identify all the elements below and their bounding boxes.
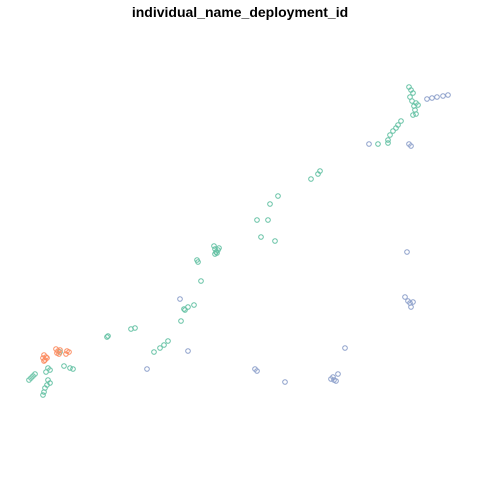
data-point [61,363,67,369]
data-point [415,102,421,108]
data-point [161,342,167,348]
data-point [44,355,50,361]
data-point [408,143,414,149]
data-point [128,326,134,332]
data-point [385,137,391,143]
series-1 [26,84,421,398]
data-point [195,259,201,265]
data-point [440,93,446,99]
data-point [328,376,334,382]
data-point [410,90,416,96]
data-point [413,111,419,117]
data-point [40,392,46,398]
data-point [67,365,73,371]
data-point [408,304,414,310]
data-point [275,193,281,199]
data-point [434,94,440,100]
data-point [410,299,416,305]
data-point [63,351,69,357]
data-point [191,302,197,308]
data-point [398,118,404,124]
data-point [387,132,393,138]
data-point [282,379,288,385]
data-point [272,238,278,244]
data-point [182,307,188,313]
data-point [151,349,157,355]
data-point [375,141,381,147]
data-point [104,334,110,340]
series-3 [144,92,451,385]
data-point [267,201,273,207]
data-point [366,141,372,147]
data-point [165,338,171,344]
data-point [445,92,451,98]
data-point [216,245,222,251]
series-2 [40,346,72,364]
data-point [41,389,47,395]
data-point [26,377,32,383]
data-point [390,128,396,134]
data-point [265,217,271,223]
data-point [181,306,187,312]
data-point [105,333,111,339]
data-point [404,249,410,255]
data-point [254,217,260,223]
data-point [402,294,408,300]
data-point [429,95,435,101]
data-point [211,243,217,249]
data-point [212,251,218,257]
data-point [43,369,49,375]
data-point [342,345,348,351]
data-point [385,140,391,146]
data-point [198,278,204,284]
data-point [157,345,163,351]
data-point [144,366,150,372]
data-point [185,348,191,354]
data-point [41,358,47,364]
data-point [424,96,430,102]
data-point [393,125,399,131]
data-point [254,368,260,374]
chart-title: individual_name_deployment_id [131,4,349,20]
data-point [331,377,337,383]
data-point [178,318,184,324]
data-point [410,112,416,118]
data-point [70,366,76,372]
data-point [335,371,341,377]
data-point [56,351,62,357]
data-point [308,176,314,182]
data-point [258,234,264,240]
data-point [315,171,321,177]
data-point [177,296,183,302]
